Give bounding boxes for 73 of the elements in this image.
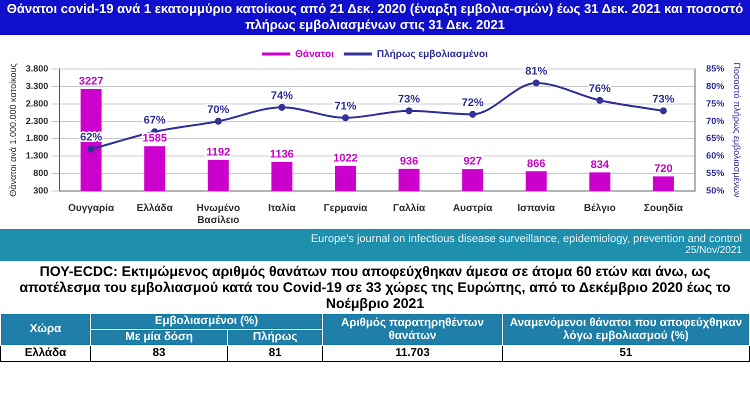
text: ΠΟΥ-ECDC: Εκτιμώμενος αριθμός θανάτων που αποφεύχθηκαν άμεσα σε άτομα 60 ετών και άνω, ως αποτέλεσμα του εμβολιασμού κατά του Covid-19 σε 33 χώρες της Ευρώπης, από το Δεκέμβριο 2020 έως το Νοέμβριο 2021: [18, 262, 732, 313]
x-tick-label: Ιταλία: [268, 202, 297, 214]
point: [214, 118, 222, 125]
data-label: 866: [527, 158, 546, 170]
data-label: 1136: [270, 148, 294, 160]
x-tick-label: Ελλάδα: [136, 202, 174, 214]
data-label: 1022: [333, 152, 358, 164]
legend-label: Θάνατοι: [295, 48, 334, 60]
y2-tick-label: 75%: [706, 98, 724, 108]
data-label: 720: [654, 162, 673, 175]
x-tick-label: Σουηδία: [644, 202, 684, 214]
y-tick-label: 2.800: [26, 98, 48, 108]
text: 25/Nov/2021: [684, 245, 742, 257]
text: Europe's journal on infectious disease surveillance, epidemiology, prevention and control: [310, 233, 742, 245]
text: Εμβολιασμένοι (%): [90, 314, 323, 330]
point: [88, 146, 95, 153]
chart-title: Θάνατοι covid-19 ανά 1 εκατομμύριο κατοίκους από 21 Δεκ. 2020 (έναρξη εμβολια-σμών) έως 31 Δεκ. 2021 και ποσοστό πλήρως εμβολιασμένων στις 31 Δεκ. 2021: [0, 0, 750, 35]
y-tick-label: 3.300: [26, 80, 48, 91]
legend-label: Πλήρως εμβολιασμένοι: [376, 48, 488, 60]
text: 83: [90, 346, 228, 362]
x-tick-label: Αυστρία: [452, 202, 494, 214]
point: [342, 114, 349, 122]
text: Χώρα: [0, 314, 90, 346]
data-label: 70%: [207, 104, 230, 116]
y-tick-label: 1.800: [26, 133, 48, 144]
x-tick-label: Ουγγαρία: [68, 202, 115, 214]
y2-tick-label: 80%: [706, 80, 724, 91]
data-label: 74%: [270, 90, 294, 102]
data-label: 834: [590, 158, 610, 171]
text: Ελλάδα: [0, 346, 90, 362]
data-label: 73%: [398, 93, 420, 106]
data-label: 76%: [588, 82, 612, 95]
y-tick-label: 3.800: [26, 63, 48, 74]
y-tick-label: 1.300: [26, 150, 48, 161]
y-tick-label: 300: [33, 185, 48, 196]
data-label: 1585: [142, 132, 167, 145]
data-label: 81%: [525, 65, 548, 78]
x-tick-label: Γερμανία: [324, 202, 368, 214]
y2-axis-title: Ποσοστό πλήρως εμβολιασμένων: [732, 62, 742, 198]
text: Αριθμός παρατηρηθέντων θανάτων: [322, 314, 502, 346]
point: [596, 96, 604, 104]
y2-tick-label: 60%: [706, 150, 724, 161]
y2-tick-label: 50%: [706, 185, 724, 196]
y2-tick-label: 65%: [706, 133, 724, 144]
point: [660, 107, 667, 114]
text: 51: [502, 346, 750, 362]
point: [469, 110, 476, 118]
data-label: 927: [463, 156, 482, 168]
point: [278, 104, 286, 111]
point: [406, 107, 413, 114]
text: 81: [228, 346, 323, 362]
y-tick-label: 2.300: [26, 116, 48, 126]
data-label: 72%: [462, 96, 484, 109]
x-tick-label: Ισπανία: [517, 202, 556, 214]
text: Πλήρως: [228, 330, 323, 346]
x-tick-label: Βέλγιο: [584, 202, 616, 214]
data-label: 3227: [78, 76, 104, 88]
y2-tick-label: 85%: [706, 63, 724, 74]
data-label: 73%: [652, 93, 675, 106]
data-label: 936: [400, 155, 418, 168]
data-label: 67%: [144, 114, 166, 126]
point: [532, 79, 540, 86]
y2-tick-label: 70%: [706, 116, 724, 126]
data-label: 71%: [334, 100, 357, 112]
y-axis-title: Θάνατοι ανά 1.000.000 κατοίκους: [8, 62, 18, 197]
data-label: 1192: [206, 146, 230, 158]
text: Με μία δόση: [90, 330, 228, 346]
text: Αναμενόμενοι θάνατοι που αποφεύχθηκαν λόγω εμβολιασμού (%): [502, 314, 750, 346]
text: 11.703: [322, 346, 502, 362]
x-tick-label: Γαλλία: [392, 202, 426, 214]
y2-tick-label: 55%: [706, 168, 724, 178]
x-tick-label: Ηνωμένο Βασίλειο: [196, 202, 240, 226]
y-tick-label: 800: [33, 168, 48, 178]
